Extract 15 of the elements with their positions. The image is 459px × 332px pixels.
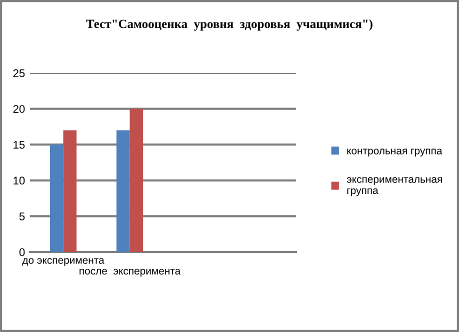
y-tick-label: 15 [14, 140, 25, 149]
x-tick-label: после эксперимента [80, 268, 181, 277]
bar [50, 144, 64, 252]
legend-label: контрольная группа [347, 148, 442, 156]
legend-label: экспериментальная группа [346, 177, 442, 196]
y-tick-label: 0 [19, 248, 25, 256]
chart-title: Тест"Самооценка уровня здоровья учащимися") [86, 19, 372, 31]
y-tick-label: 20 [13, 105, 25, 113]
bar [63, 130, 77, 252]
x-tick-label: до эксперимента [22, 258, 104, 266]
y-tick-label: 5 [19, 212, 25, 220]
bar [130, 108, 144, 252]
bar [116, 130, 130, 252]
y-tick-label: 25 [13, 69, 25, 78]
y-tick-label: 10 [14, 176, 25, 185]
